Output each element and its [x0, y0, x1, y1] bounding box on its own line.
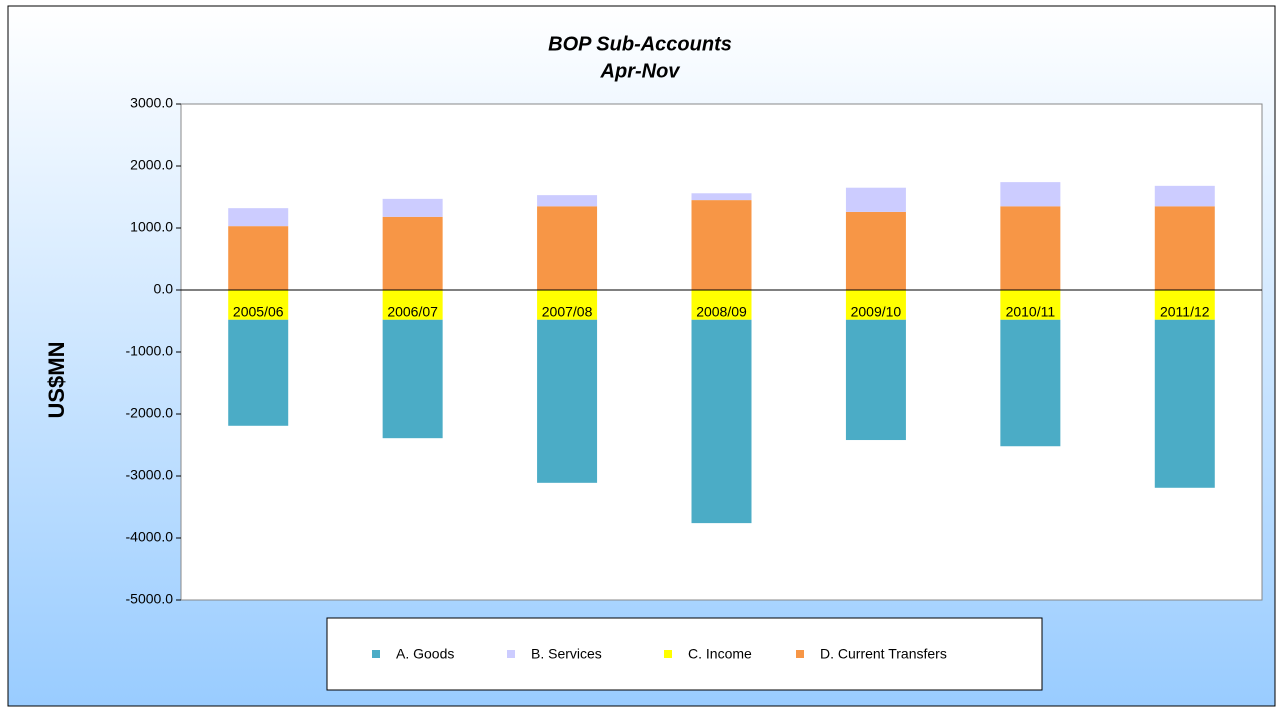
bar-segment: [382, 198, 443, 217]
y-tick-label: -4000.0: [126, 529, 174, 545]
bar-segment: [1154, 185, 1215, 207]
bar-segment: [1154, 290, 1215, 320]
bar-segment: [845, 290, 906, 320]
bar-segment: [228, 208, 289, 227]
bar-segment: [845, 211, 906, 290]
bar-segment: [691, 193, 752, 201]
bar-segment: [382, 290, 443, 320]
bar-segment: [537, 206, 598, 290]
y-tick-label: -1000.0: [126, 343, 174, 359]
bar-segment: [382, 319, 443, 439]
legend-swatch: [372, 650, 380, 658]
x-tick-label: 2005/06: [233, 304, 284, 320]
x-tick-label: 2006/07: [387, 304, 438, 320]
bar-segment: [691, 319, 752, 524]
bar-segment: [537, 195, 598, 207]
legend-label: D. Current Transfers: [820, 646, 947, 662]
y-tick-label: 3000.0: [130, 95, 173, 111]
y-tick-label: 1000.0: [130, 219, 173, 235]
legend: [326, 617, 1043, 691]
legend-swatch: [507, 650, 515, 658]
y-axis-label: US$MN: [44, 341, 69, 418]
y-tick-label: -2000.0: [126, 405, 174, 421]
x-tick-label: 2010/11: [1006, 304, 1056, 320]
legend-swatch: [664, 650, 672, 658]
chart-subtitle: Apr-Nov: [600, 60, 682, 82]
y-tick-label: 2000.0: [130, 157, 173, 173]
bar-segment: [228, 290, 289, 320]
y-tick-label: -3000.0: [126, 467, 174, 483]
bar-segment: [537, 319, 598, 483]
x-tick-label: 2008/09: [696, 304, 747, 320]
x-tick-label: 2011/12: [1160, 304, 1210, 320]
bar-segment: [228, 319, 289, 426]
bar-segment: [1000, 182, 1061, 207]
bar-segment: [1000, 290, 1061, 320]
bar-segment: [845, 319, 906, 441]
y-tick-label: 0.0: [154, 281, 174, 297]
bar-segment: [691, 290, 752, 320]
y-tick-label: -5000.0: [126, 591, 174, 607]
legend-label: A. Goods: [396, 646, 454, 662]
legend-swatch: [796, 650, 804, 658]
x-tick-label: 2009/10: [851, 304, 902, 320]
bar-segment: [1000, 206, 1061, 290]
bar-segment: [691, 200, 752, 290]
legend-label: B. Services: [531, 646, 602, 662]
bar-segment: [537, 290, 598, 320]
bar-segment: [845, 187, 906, 212]
bar-segment: [1000, 319, 1061, 447]
bar-segment: [228, 226, 289, 290]
x-tick-label: 2007/08: [542, 304, 593, 320]
chart-title: BOP Sub-Accounts: [548, 33, 732, 55]
bar-segment: [1154, 206, 1215, 290]
legend-label: C. Income: [688, 646, 752, 662]
bar-segment: [1154, 319, 1215, 488]
bar-segment: [382, 216, 443, 290]
